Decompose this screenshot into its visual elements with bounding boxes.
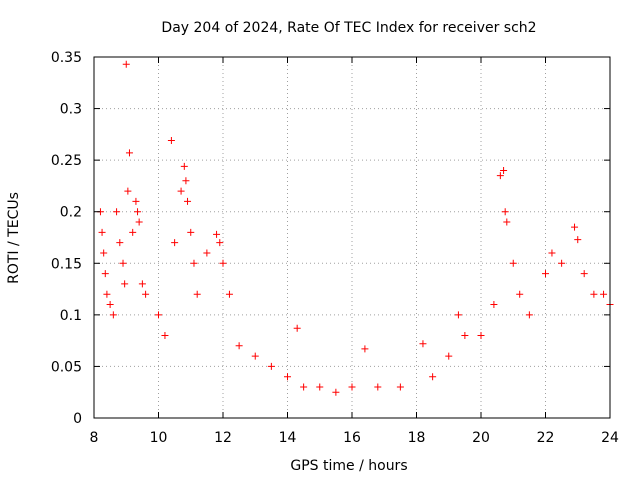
data-point	[213, 230, 221, 238]
data-point	[171, 239, 179, 247]
data-point	[445, 352, 453, 360]
data-point	[361, 345, 369, 353]
data-point	[98, 228, 106, 236]
data-point	[293, 324, 301, 332]
data-point	[574, 236, 582, 244]
data-point	[284, 373, 291, 381]
data-point	[525, 311, 533, 319]
data-point	[267, 362, 275, 370]
data-point	[225, 290, 233, 298]
data-point	[374, 383, 382, 391]
x-tick-label: 16	[343, 430, 361, 446]
data-point	[558, 259, 566, 267]
data-point	[190, 259, 198, 267]
data-point	[129, 228, 137, 236]
data-point	[600, 290, 608, 298]
axis-ticks: 8 10 12 14 16 18 20 22 24 0 0.05 0.1 0.15 0.2 0.25 0.3 0…	[51, 50, 619, 446]
data-point	[501, 208, 509, 216]
data-point	[461, 331, 469, 339]
data-point	[142, 290, 150, 298]
data-point	[100, 249, 108, 257]
data-point	[454, 311, 462, 319]
data-point	[193, 290, 201, 298]
chart-title: Day 204 of 2024, Rate Of TEC Index for r…	[161, 20, 536, 36]
data-point	[477, 331, 485, 339]
data-point	[590, 290, 598, 298]
y-axis-label: ROTI / TECUs	[6, 192, 22, 284]
data-point	[113, 208, 121, 216]
data-point	[348, 383, 356, 391]
data-point	[101, 270, 109, 278]
data-point	[103, 290, 111, 298]
data-point	[132, 197, 140, 205]
data-point	[516, 290, 524, 298]
data-point	[500, 166, 508, 174]
data-point	[161, 331, 169, 339]
data-point	[509, 259, 517, 267]
data-point	[109, 311, 117, 319]
data-point	[219, 259, 227, 267]
data-point	[106, 301, 114, 309]
data-point	[429, 373, 437, 381]
data-point	[184, 197, 192, 205]
y-tick-label: 0.3	[60, 102, 82, 118]
x-tick-label: 8	[90, 430, 99, 446]
x-tick-label: 12	[214, 430, 232, 446]
data-point	[235, 342, 243, 350]
data-point	[116, 239, 124, 247]
data-point	[548, 249, 556, 257]
x-axis-label: GPS time / hours	[290, 458, 407, 474]
data-point	[490, 301, 498, 309]
y-tick-label: 0.35	[51, 50, 82, 66]
data-point	[332, 388, 340, 396]
x-tick-label: 22	[537, 430, 555, 446]
data-point	[571, 223, 579, 231]
data-point	[167, 137, 175, 145]
data-point	[119, 259, 127, 267]
data-point	[396, 383, 404, 391]
x-tick-label: 24	[601, 430, 619, 446]
data-point	[203, 249, 211, 257]
grid-lines	[94, 57, 610, 418]
data-point	[125, 149, 133, 157]
data-point	[496, 172, 504, 180]
data-point	[187, 228, 195, 236]
data-point	[138, 280, 146, 288]
y-tick-label: 0.1	[60, 308, 82, 324]
y-tick-label: 0.05	[51, 359, 82, 375]
data-point	[580, 270, 588, 278]
data-point	[124, 187, 132, 195]
x-tick-label: 10	[150, 430, 168, 446]
data-point	[135, 218, 143, 226]
data-point	[503, 218, 511, 226]
x-tick-label: 14	[279, 430, 297, 446]
data-point	[316, 383, 324, 391]
y-tick-label: 0.15	[51, 256, 82, 272]
data-point	[419, 340, 427, 348]
y-tick-label: 0	[73, 411, 82, 427]
data-point	[155, 311, 162, 319]
data-point	[122, 60, 130, 68]
data-point	[251, 352, 259, 360]
data-point	[121, 280, 129, 288]
data-point	[216, 239, 224, 247]
data-point	[177, 187, 185, 195]
x-tick-label: 20	[472, 430, 490, 446]
data-point	[180, 162, 188, 170]
y-tick-label: 0.2	[60, 205, 82, 221]
data-point	[182, 177, 190, 185]
data-point	[300, 383, 308, 391]
data-point	[542, 270, 549, 278]
x-tick-label: 18	[408, 430, 426, 446]
y-tick-label: 0.25	[51, 153, 82, 169]
data-point	[134, 208, 142, 216]
